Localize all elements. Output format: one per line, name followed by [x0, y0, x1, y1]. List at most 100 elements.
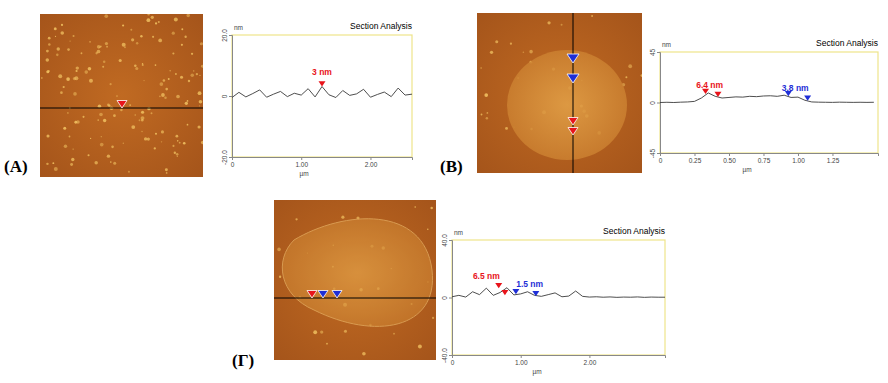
x-tick-label: 0	[451, 359, 455, 366]
x-tick: 0.75	[758, 153, 771, 164]
section-cursor	[568, 118, 578, 126]
afm-speckle	[176, 153, 179, 156]
section-chart: Section Analysisnmµm01.002.00-40.0040.06…	[441, 226, 666, 376]
afm-speckle	[101, 136, 102, 137]
section-cursor	[568, 128, 578, 136]
afm-speckle	[84, 70, 88, 74]
x-tick-mark	[589, 355, 590, 358]
y-tick-label: 0	[649, 101, 656, 105]
afm-speckle	[183, 142, 186, 145]
afm-speckle	[154, 147, 156, 149]
afm-speckle	[46, 70, 49, 73]
x-axis-label: µm	[743, 166, 752, 174]
afm-speckle	[484, 93, 488, 97]
afm-speckle	[63, 127, 66, 130]
afm-speckle	[430, 207, 433, 210]
afm-speckle	[141, 131, 142, 132]
afm-speckle	[102, 66, 104, 68]
afm-speckle	[193, 70, 194, 71]
afm-speckle	[625, 76, 627, 78]
section-cursor	[307, 291, 317, 299]
afm-speckle	[100, 143, 104, 147]
afm-speckle	[131, 38, 134, 41]
cursor-marker	[495, 283, 502, 288]
afm-speckle	[147, 14, 150, 16]
section-cursor	[567, 74, 579, 83]
cursor-marker	[501, 290, 508, 295]
height-annotation: 3.8 nm	[782, 83, 809, 93]
y-tick: 45	[649, 49, 660, 57]
y-tick-mark	[449, 298, 452, 299]
afm-speckle	[110, 161, 112, 163]
x-tick-label: 1.25	[827, 157, 840, 164]
afm-speckle	[628, 64, 632, 68]
x-tick-mark	[798, 153, 799, 156]
afm-speckle	[160, 82, 164, 86]
afm-speckle	[89, 41, 91, 43]
afm-speckle	[111, 146, 114, 149]
afm-speckle	[510, 42, 512, 44]
afm-speckle	[166, 172, 168, 174]
afm-speckle	[104, 14, 108, 18]
afm-speckle	[71, 158, 74, 161]
afm-speckle	[54, 167, 58, 171]
afm-speckle	[105, 42, 108, 45]
afm-speckle	[113, 162, 116, 165]
x-tick: 1.00	[515, 355, 528, 366]
y-axis-label: nm	[662, 41, 671, 48]
x-tick-label: 2.00	[584, 359, 597, 366]
afm-speckle	[152, 36, 154, 38]
y-axis-line	[229, 36, 233, 158]
section-cursor	[332, 291, 342, 299]
afm-speckle	[69, 40, 70, 41]
afm-speckle	[70, 163, 73, 166]
afm-speckle	[172, 52, 174, 54]
chart-title: Section Analysis	[603, 226, 665, 236]
afm-speckle	[61, 24, 63, 26]
cursor-marker	[804, 96, 811, 101]
afm-speckle	[344, 330, 347, 333]
cursor-marker	[512, 289, 519, 294]
plot-frame	[660, 52, 878, 153]
afm-speckle	[199, 75, 200, 76]
afm-flake	[507, 50, 627, 160]
afm-speckle	[146, 18, 150, 22]
afm-speckle	[141, 111, 144, 114]
x-tick-mark	[832, 153, 833, 156]
afm-speckle	[161, 141, 162, 142]
y-tick-mark	[229, 96, 232, 97]
afm-speckle	[119, 59, 122, 62]
y-axis: -20.0020.0	[221, 29, 233, 165]
afm-speckle	[124, 46, 126, 48]
x-tick: 2.00	[365, 157, 378, 168]
afm-speckle	[134, 64, 137, 67]
afm-speckle	[143, 80, 144, 81]
y-tick-mark	[449, 240, 452, 241]
afm-speckle	[41, 77, 43, 79]
afm-speckle	[186, 14, 189, 17]
afm-speckle	[46, 135, 49, 138]
panel-label: (B)	[440, 157, 463, 176]
y-tick: 0	[441, 296, 452, 300]
x-tick-label: 2.00	[365, 161, 378, 168]
afm-speckle	[107, 104, 110, 107]
afm-speckle	[187, 100, 189, 102]
x-tick: 0	[659, 153, 663, 164]
height-annotation: 3 nm	[312, 67, 332, 77]
afm-speckle	[184, 36, 186, 38]
cursor-marker	[532, 291, 539, 296]
afm-speckle	[199, 100, 203, 104]
afm-speckle	[107, 154, 110, 157]
afm-speckle	[196, 73, 198, 75]
afm-speckle	[523, 51, 525, 53]
y-axis-line	[657, 53, 661, 154]
afm-speckle	[139, 119, 141, 121]
afm-speckle	[174, 152, 176, 154]
afm-speckle	[158, 21, 160, 23]
afm-speckle	[155, 64, 157, 66]
afm-speckle	[110, 83, 112, 85]
y-tick: -45	[649, 148, 660, 158]
x-tick-mark	[694, 153, 695, 156]
x-tick: 2.00	[584, 355, 597, 366]
x-tick-label: 0	[231, 161, 235, 168]
